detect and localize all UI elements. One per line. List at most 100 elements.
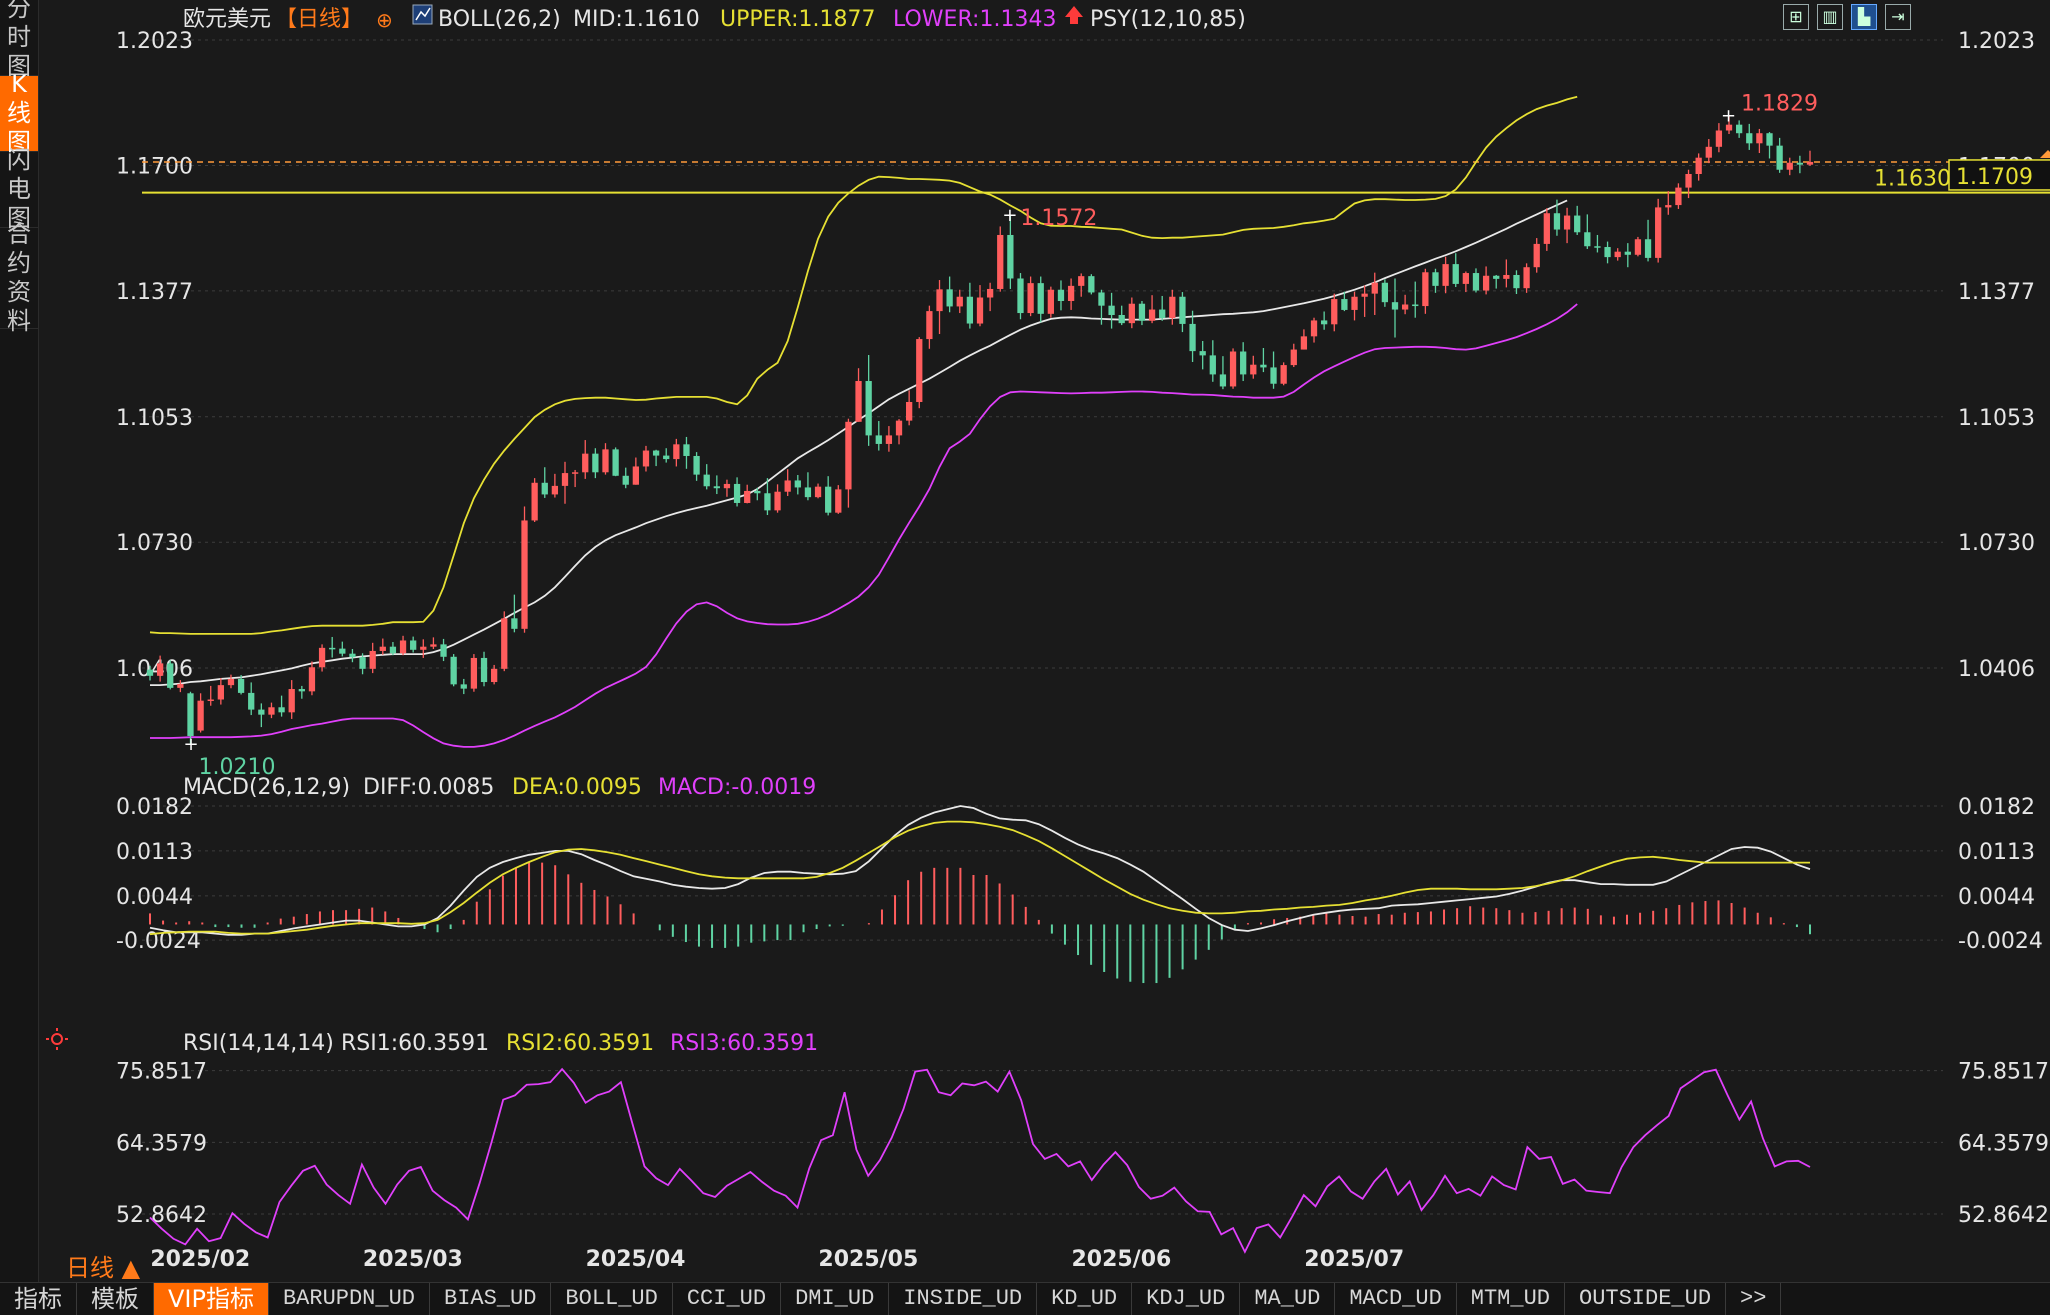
indicator-tab[interactable]: BIAS_UD [430, 1283, 552, 1315]
macd-panel[interactable]: 0.0182 0.0182 0.0113 0.0113 0.0044 0.0044 -0.0… [116, 795, 2043, 984]
candle[interactable] [511, 594, 518, 633]
candle[interactable] [1057, 280, 1065, 311]
candle[interactable] [642, 445, 650, 472]
candle[interactable] [1067, 278, 1075, 310]
candle[interactable] [602, 443, 609, 475]
candle[interactable] [916, 337, 923, 409]
candle[interactable] [592, 448, 599, 479]
candle[interactable] [1027, 276, 1034, 317]
candle[interactable] [410, 636, 417, 653]
candle[interactable] [1756, 128, 1763, 154]
rsi-panel[interactable]: 75.8517 75.8517 64.3579 64.3579 52.8642 52.86… [116, 1060, 2049, 1254]
candle[interactable] [167, 660, 174, 690]
indicator-tab[interactable]: OUTSIDE_UD [1565, 1283, 1727, 1315]
candle[interactable] [1169, 289, 1176, 325]
candle[interactable] [744, 484, 751, 504]
candle[interactable] [298, 685, 305, 699]
tab-contract-info[interactable]: 合约资料 [0, 220, 38, 335]
candle[interactable] [501, 611, 508, 672]
candle[interactable] [1715, 123, 1723, 153]
candle[interactable] [571, 469, 579, 488]
candle[interactable] [652, 449, 660, 467]
candle[interactable] [673, 438, 680, 467]
candle[interactable] [875, 421, 882, 451]
candle[interactable] [693, 452, 700, 481]
candle[interactable] [349, 649, 356, 663]
candle[interactable] [531, 478, 538, 523]
candle[interactable] [248, 682, 255, 716]
candle[interactable] [1412, 281, 1419, 318]
candle[interactable] [733, 477, 741, 507]
candle[interactable] [784, 469, 791, 496]
candle[interactable] [956, 289, 963, 314]
candle[interactable] [1503, 259, 1510, 288]
candle[interactable] [1199, 341, 1206, 370]
settings-sun-icon[interactable] [46, 1028, 68, 1050]
candle[interactable] [1482, 266, 1490, 295]
candle[interactable] [1796, 155, 1804, 174]
candle[interactable] [268, 702, 275, 719]
candle[interactable] [470, 654, 478, 692]
candle[interactable] [551, 473, 559, 498]
candle[interactable] [1452, 253, 1459, 288]
candle[interactable] [288, 680, 295, 719]
indicator-tab[interactable]: BOLL_UD [551, 1283, 673, 1315]
candle[interactable] [1401, 294, 1409, 315]
candle[interactable] [1250, 355, 1257, 379]
candle[interactable] [1513, 270, 1520, 295]
candle[interactable] [1361, 285, 1368, 317]
candle[interactable] [278, 695, 285, 717]
candle[interactable] [683, 436, 690, 469]
candle[interactable] [814, 483, 822, 499]
candle[interactable] [480, 651, 488, 687]
candle[interactable] [926, 305, 933, 349]
indicator-icon[interactable] [412, 4, 433, 25]
candle[interactable] [1260, 348, 1267, 373]
candle[interactable] [187, 691, 194, 745]
candle[interactable] [227, 674, 235, 689]
candle[interactable] [561, 461, 569, 504]
candle[interactable] [1553, 199, 1561, 236]
candle[interactable] [1017, 273, 1024, 320]
indicator-tab[interactable]: KD_UD [1037, 1283, 1133, 1315]
candle[interactable] [1371, 272, 1378, 315]
candle[interactable] [855, 368, 862, 422]
chart-type-icon[interactable]: ▙ [1851, 4, 1877, 30]
candle[interactable] [156, 655, 164, 682]
candle[interactable] [1270, 351, 1277, 389]
candle[interactable] [1644, 219, 1652, 262]
candle[interactable] [804, 472, 812, 501]
candle[interactable] [1462, 271, 1469, 293]
candle[interactable] [308, 661, 316, 696]
candle[interactable] [622, 467, 629, 489]
candle[interactable] [632, 457, 639, 485]
candle[interactable] [207, 685, 214, 706]
candle[interactable] [146, 665, 154, 681]
candle[interactable] [997, 226, 1004, 292]
candle[interactable] [1037, 276, 1044, 323]
candle[interactable] [1240, 342, 1247, 382]
candle[interactable] [612, 447, 619, 477]
tab-tick-chart[interactable]: 分时图 [0, 0, 38, 80]
candle[interactable] [329, 636, 336, 658]
candle[interactable] [1128, 297, 1135, 329]
candle[interactable] [1351, 291, 1358, 321]
candle[interactable] [1219, 356, 1227, 390]
candle[interactable] [1695, 153, 1702, 181]
indicator-tab[interactable]: VIP指标 [154, 1283, 269, 1315]
candle[interactable] [1685, 169, 1692, 199]
candle[interactable] [1523, 263, 1530, 293]
candle[interactable] [1179, 292, 1186, 333]
candle[interactable] [1331, 293, 1338, 332]
candle[interactable] [1391, 278, 1399, 338]
candle[interactable] [1746, 123, 1753, 150]
candle[interactable] [885, 426, 893, 452]
candle[interactable] [258, 703, 265, 728]
candle[interactable] [845, 418, 852, 508]
candle[interactable] [1078, 273, 1085, 297]
candle[interactable] [895, 419, 903, 445]
candle[interactable] [1138, 301, 1146, 326]
candle[interactable] [369, 642, 376, 674]
candle[interactable] [1047, 286, 1054, 318]
